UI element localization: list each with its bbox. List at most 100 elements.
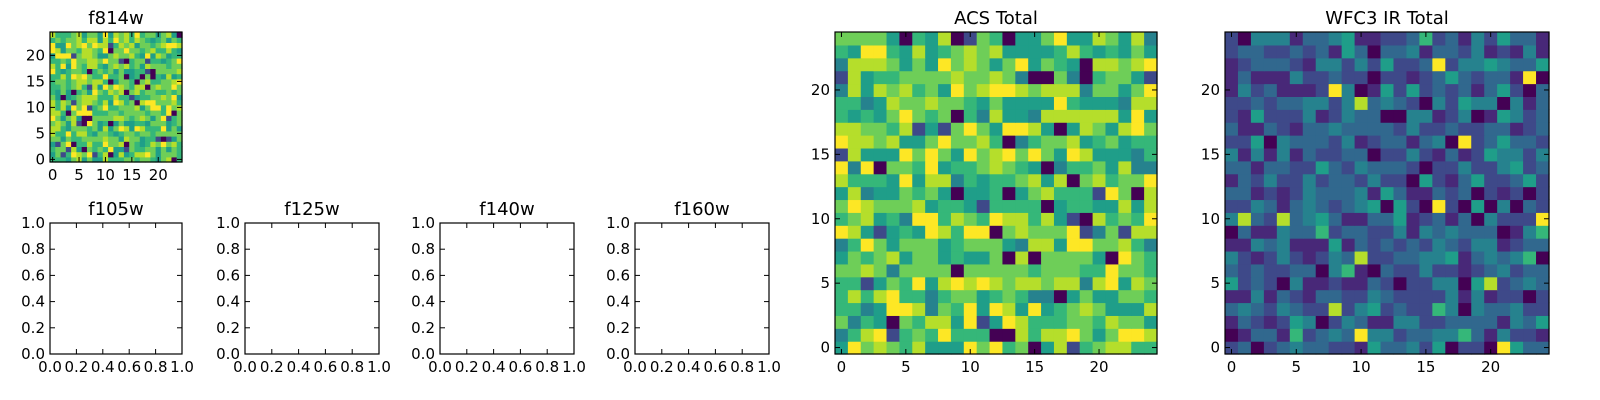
- heatmap-cell: [86, 42, 93, 49]
- heatmap-cell: [1380, 83, 1395, 97]
- heatmap-cell: [55, 78, 62, 85]
- heatmap-cell: [886, 289, 900, 304]
- heatmap-cell: [1367, 173, 1382, 188]
- heatmap-cell: [989, 238, 1004, 252]
- heatmap-cell: [1393, 160, 1408, 175]
- heatmap-cell: [1002, 122, 1016, 136]
- heatmap-cell: [925, 263, 939, 278]
- heatmap-cell: [860, 263, 875, 278]
- heatmap-cell: [1002, 212, 1016, 226]
- heatmap-cell: [65, 94, 72, 101]
- heatmap-cell: [81, 130, 88, 137]
- heatmap-cell: [1484, 70, 1498, 85]
- heatmap-cell: [1432, 83, 1446, 97]
- heatmap-cell: [92, 89, 99, 95]
- heatmap-cell: [1328, 315, 1343, 329]
- heatmap-cell: [1315, 32, 1330, 46]
- heatmap-cell: [97, 78, 104, 85]
- heatmap-cell: [50, 115, 56, 121]
- heatmap-cell: [1053, 250, 1068, 265]
- heatmap-cell: [81, 125, 88, 132]
- heatmap-cell: [1445, 302, 1459, 316]
- heatmap-cell: [1002, 250, 1016, 265]
- heatmap-cell: [81, 73, 88, 80]
- heatmap-cell: [171, 130, 178, 137]
- heatmap-cell: [899, 160, 913, 175]
- heatmap-cell: [129, 94, 136, 101]
- heatmap-cell: [1118, 199, 1132, 213]
- heatmap-cell: [1445, 212, 1459, 226]
- heatmap-cell: [1458, 225, 1472, 239]
- heatmap-cell: [1225, 199, 1239, 213]
- heatmap-cell: [1523, 302, 1537, 316]
- heatmap-cell: [55, 94, 62, 101]
- heatmap-cell: [1536, 199, 1550, 213]
- heatmap-cell: [1079, 122, 1094, 136]
- heatmap-cell: [963, 328, 978, 342]
- heatmap-cell: [65, 151, 72, 158]
- heatmap-cell: [71, 78, 77, 85]
- heatmap-cell: [1354, 32, 1369, 46]
- heatmap-cell: [1066, 225, 1081, 239]
- x-tick-label: 1.0: [757, 358, 781, 376]
- heatmap-cell: [1523, 147, 1537, 162]
- heatmap-cell: [1015, 302, 1029, 316]
- heatmap-cell: [1237, 186, 1252, 201]
- heatmap-cell: [1354, 109, 1369, 123]
- heatmap-cell: [1002, 173, 1016, 188]
- heatmap-cell: [1341, 135, 1356, 149]
- heatmap-cell: [76, 73, 83, 80]
- heatmap-cell: [1263, 96, 1278, 110]
- heatmap-cell: [989, 96, 1004, 110]
- heatmap-cell: [989, 186, 1004, 201]
- heatmap-cell: [1041, 250, 1055, 265]
- heatmap-cell: [1328, 289, 1343, 304]
- heatmap-cell: [1131, 289, 1145, 304]
- heatmap-cell: [1445, 225, 1459, 239]
- heatmap-cell: [1105, 328, 1119, 342]
- heatmap-cell: [150, 52, 157, 59]
- heatmap-cell: [1105, 238, 1119, 252]
- heatmap-cell: [150, 68, 157, 75]
- heatmap-cell: [71, 89, 77, 95]
- heatmap-cell: [1302, 315, 1317, 329]
- heatmap-cell: [938, 57, 952, 72]
- heatmap-cell: [938, 32, 952, 46]
- heatmap-cell: [847, 160, 862, 175]
- heatmap-cell: [134, 47, 141, 54]
- heatmap-cell: [145, 125, 151, 132]
- heatmap-cell: [1367, 276, 1382, 291]
- x-tick-label: 0.8: [144, 358, 168, 376]
- heatmap-cell: [76, 125, 83, 132]
- heatmap-cell: [155, 120, 162, 127]
- heatmap-cell: [989, 160, 1004, 175]
- heatmap-cell: [1458, 186, 1472, 201]
- heatmap-cell: [1276, 160, 1291, 175]
- heatmap-cell: [1354, 44, 1369, 59]
- heatmap-cell: [938, 328, 952, 342]
- heatmap-cell: [1354, 302, 1369, 316]
- x-tick-label: 0: [1227, 358, 1237, 376]
- heatmap-cell: [976, 32, 991, 46]
- heatmap-cell: [65, 115, 72, 121]
- heatmap-cell: [86, 63, 93, 69]
- heatmap-cell: [129, 110, 136, 116]
- heatmap-cell: [950, 263, 965, 278]
- heatmap-cell: [81, 120, 88, 127]
- heatmap-cell: [1315, 70, 1330, 85]
- heatmap-cell: [86, 141, 93, 147]
- heatmap-cell: [176, 146, 183, 153]
- heatmap-cell: [1315, 96, 1330, 110]
- heatmap-cell: [1354, 341, 1369, 355]
- heatmap-cell: [860, 238, 875, 252]
- heatmap-cell: [60, 125, 67, 132]
- heatmap-cell: [145, 94, 151, 101]
- heatmap-cell: [1354, 250, 1369, 265]
- heatmap-cell: [835, 96, 849, 110]
- heatmap-cell: [50, 37, 56, 43]
- heatmap-cell: [81, 141, 88, 147]
- heatmap-cell: [1497, 70, 1511, 85]
- heatmap-cell: [71, 136, 77, 142]
- heatmap-cell: [1263, 315, 1278, 329]
